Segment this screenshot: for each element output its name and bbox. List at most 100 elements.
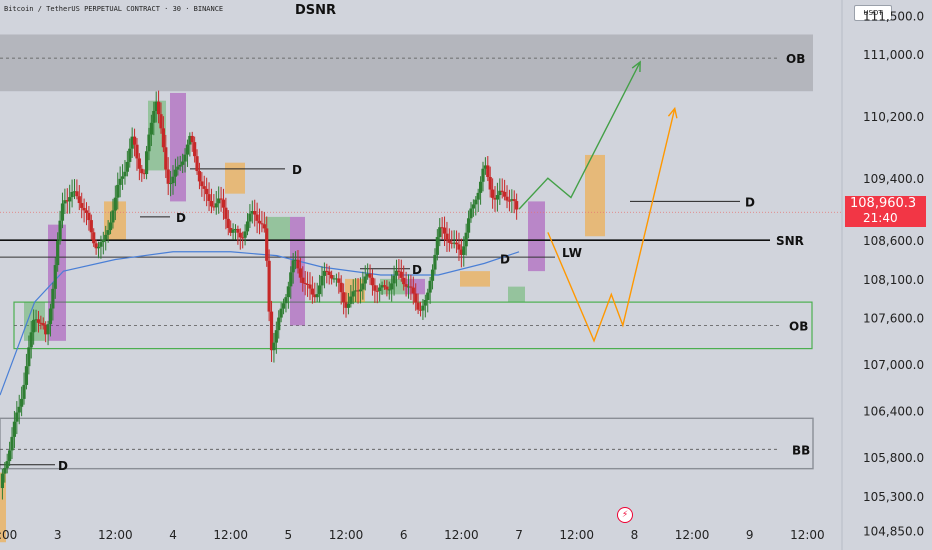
candle-body	[32, 319, 36, 333]
candle-body	[142, 173, 146, 175]
candle-body	[382, 285, 387, 287]
candle-body	[459, 249, 463, 255]
x-tick-label: 12:00	[675, 528, 710, 542]
projection-arrowhead	[667, 106, 678, 119]
x-tick-label: 12:00	[213, 528, 248, 542]
candle-body	[414, 293, 418, 303]
candle-body	[442, 227, 447, 234]
candle-body	[63, 200, 67, 204]
candle-body	[515, 201, 519, 210]
y-tick-label: 111,000.0	[863, 48, 924, 62]
instrument-title[interactable]: Bitcoin / TetherUS PERPETUAL CONTRACT · …	[4, 5, 224, 13]
candle-body	[5, 461, 9, 469]
candle-body	[409, 286, 413, 288]
candle-body	[15, 412, 19, 422]
candle-body	[202, 186, 206, 189]
candle-body	[46, 324, 50, 335]
candle-body	[406, 286, 411, 288]
annotation-label: D	[176, 211, 186, 225]
candle-body	[481, 168, 485, 182]
candle-body	[221, 199, 226, 208]
candle-body	[104, 234, 108, 240]
candle-body	[233, 228, 238, 230]
x-tick-label: 12:00	[98, 528, 133, 542]
candle-body	[510, 199, 514, 201]
candle-body	[313, 294, 317, 298]
candle-body	[12, 421, 17, 437]
candle-body	[80, 203, 84, 208]
y-tick-label: 109,400.0	[863, 172, 924, 186]
candle-body	[137, 158, 141, 169]
candle-body	[370, 277, 375, 286]
y-tick-label: 106,400.0	[863, 405, 924, 419]
candle-body	[469, 208, 473, 219]
candle-body	[77, 196, 81, 204]
candle-body	[178, 164, 182, 167]
candle-body	[149, 122, 153, 135]
candle-body	[39, 322, 43, 324]
candle-body	[440, 227, 444, 229]
candle-body	[303, 282, 307, 284]
candle-body	[113, 197, 117, 211]
candle-body	[248, 213, 252, 222]
x-tick-label: 12:00	[329, 528, 364, 542]
candle-body	[478, 181, 483, 193]
y-tick-label: 107,000.0	[863, 358, 924, 372]
highlight-block	[528, 201, 545, 272]
candle-body	[387, 289, 391, 291]
candle-body	[135, 144, 139, 159]
candle-body	[462, 246, 466, 255]
candle-body	[8, 450, 12, 462]
candle-body	[281, 303, 286, 309]
candle-body	[310, 288, 314, 295]
annotation-label: BB	[792, 443, 810, 457]
candle-body	[154, 101, 158, 111]
candle-body	[344, 302, 348, 308]
indicator-label[interactable]: DSNR	[295, 3, 337, 18]
candle-body	[267, 260, 271, 312]
candle-body	[378, 287, 382, 291]
x-tick-label: 6	[400, 528, 408, 542]
candle-body	[507, 200, 512, 202]
candle-body	[82, 207, 86, 211]
candle-body	[332, 278, 336, 280]
candle-body	[498, 190, 502, 196]
annotation-label: D	[412, 263, 422, 277]
candle-body	[315, 294, 319, 298]
candle-body	[75, 191, 79, 197]
candle-body	[116, 184, 120, 198]
x-tick-label: 12:00	[559, 528, 594, 542]
highlight-block	[170, 92, 186, 202]
x-tick-label: 12:00	[790, 528, 825, 542]
candle-body	[89, 220, 93, 233]
candle-body	[214, 203, 218, 208]
projection-arrowhead	[631, 60, 641, 72]
candle-body	[205, 188, 209, 195]
candle-body	[392, 275, 396, 284]
candle-body	[70, 191, 74, 198]
candle-body	[120, 176, 125, 179]
candle-body	[229, 227, 233, 233]
annotation-label: LW	[562, 246, 582, 260]
lightning-icon[interactable]: ⚡	[617, 507, 633, 523]
annotation-label: D	[58, 459, 68, 473]
candle-body	[430, 269, 435, 281]
candle-body	[421, 305, 425, 311]
candle-body	[404, 284, 408, 287]
candle-body	[24, 366, 29, 385]
candle-body	[394, 270, 399, 276]
candle-body	[0, 473, 5, 489]
candle-body	[255, 214, 259, 221]
candle-body	[325, 270, 329, 272]
candle-body	[96, 246, 101, 249]
candle-body	[125, 161, 129, 172]
highlight-block	[585, 154, 605, 237]
currency-selector[interactable]: USDT	[854, 5, 892, 21]
y-tick-label: 108,600.0	[863, 234, 924, 248]
candle-body	[106, 230, 110, 235]
candle-body	[207, 194, 211, 201]
candle-body	[390, 283, 394, 290]
candle-body	[20, 398, 24, 407]
candle-body	[238, 232, 242, 238]
